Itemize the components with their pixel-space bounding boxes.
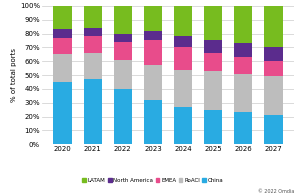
- Bar: [265, 47, 283, 61]
- Legend: LATAM, North America, EMEA, RoACI, China: LATAM, North America, EMEA, RoACI, China: [82, 177, 224, 183]
- Bar: [144, 31, 162, 41]
- Bar: [84, 79, 102, 144]
- Bar: [174, 47, 192, 70]
- Bar: [174, 6, 192, 36]
- Bar: [234, 74, 252, 113]
- Bar: [84, 6, 102, 28]
- Bar: [84, 53, 102, 79]
- Bar: [144, 41, 162, 65]
- Bar: [53, 54, 71, 82]
- Bar: [114, 42, 132, 60]
- Bar: [144, 6, 162, 31]
- Bar: [234, 57, 252, 74]
- Bar: [204, 41, 222, 53]
- Bar: [144, 65, 162, 100]
- Bar: [204, 6, 222, 41]
- Y-axis label: % of total ports: % of total ports: [11, 48, 17, 102]
- Text: © 2022 Omdia: © 2022 Omdia: [258, 189, 294, 194]
- Bar: [174, 70, 192, 107]
- Bar: [84, 36, 102, 53]
- Bar: [53, 38, 71, 54]
- Bar: [265, 115, 283, 144]
- Bar: [204, 53, 222, 71]
- Bar: [265, 76, 283, 115]
- Bar: [114, 60, 132, 89]
- Bar: [114, 34, 132, 42]
- Bar: [174, 107, 192, 144]
- Bar: [234, 43, 252, 57]
- Bar: [174, 36, 192, 47]
- Bar: [265, 6, 283, 47]
- Bar: [265, 61, 283, 76]
- Bar: [84, 28, 102, 36]
- Bar: [204, 110, 222, 144]
- Bar: [234, 113, 252, 144]
- Bar: [53, 82, 71, 144]
- Bar: [53, 29, 71, 38]
- Bar: [114, 6, 132, 34]
- Bar: [204, 71, 222, 110]
- Bar: [144, 100, 162, 144]
- Bar: [234, 6, 252, 43]
- Bar: [53, 6, 71, 29]
- Bar: [114, 89, 132, 144]
